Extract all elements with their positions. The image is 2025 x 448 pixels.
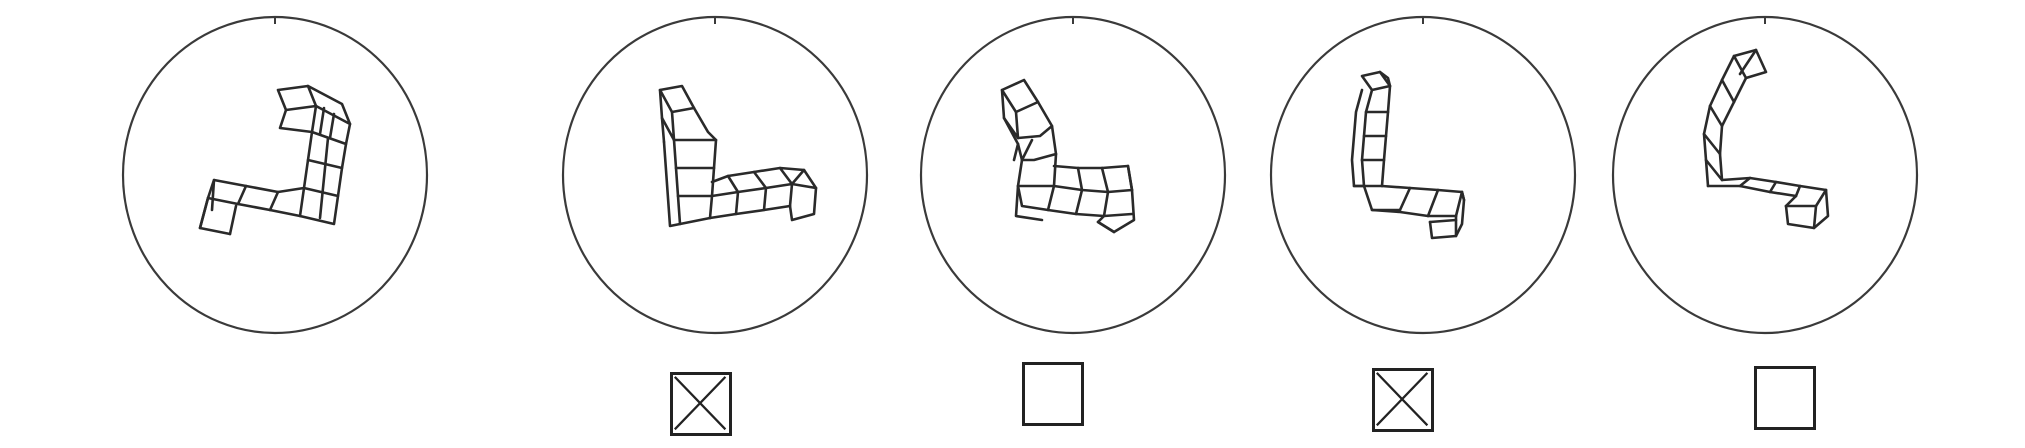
option-figure-2 (918, 10, 1228, 350)
x-mark-icon (1375, 372, 1429, 427)
option-figure-1 (560, 10, 870, 350)
option-figure-4 (1610, 10, 1920, 350)
target-figure (120, 10, 430, 350)
option-figure-3 (1268, 10, 1578, 350)
cube-shape-option-3-icon (1269, 15, 1577, 335)
cube-shape-option-2-icon (919, 15, 1227, 335)
cube-shape-target-icon (121, 15, 429, 335)
cube-shape-option-4-icon (1611, 15, 1919, 335)
x-mark-icon (673, 376, 727, 431)
answer-checkbox-2[interactable] (1022, 362, 1084, 426)
answer-checkbox-1[interactable] (670, 372, 732, 436)
answer-checkbox-3[interactable] (1372, 368, 1434, 432)
cube-shape-option-1-icon (561, 15, 869, 335)
answer-checkbox-4[interactable] (1754, 366, 1816, 430)
